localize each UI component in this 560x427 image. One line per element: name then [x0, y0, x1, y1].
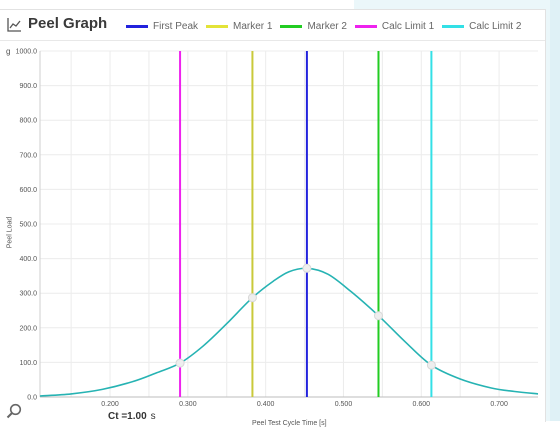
y-tick-label: 500.0 [19, 222, 37, 229]
marker-point-first-peak [302, 263, 312, 273]
y-tick-label: 900.0 [19, 83, 37, 90]
chart-legend: First Peak Marker 1 Marker 2 Calc Limit … [126, 19, 529, 33]
x-tick-label: 0.500 [335, 401, 353, 408]
marker-point-calc-limit-2 [426, 360, 436, 370]
page-title: Peel Graph [28, 15, 108, 32]
marker-point-calc-limit-1 [175, 358, 185, 368]
legend-label-first-peak: First Peak [153, 20, 199, 32]
y-tick-label: 0.0 [27, 395, 37, 402]
legend-label-calc-limit-2: Calc Limit 2 [469, 20, 522, 32]
y-tick-label: 800.0 [19, 118, 37, 125]
y-tick-label: 200.0 [19, 325, 37, 332]
legend-item-first-peak[interactable]: First Peak [126, 21, 198, 32]
peel-load-curve [39, 267, 539, 397]
chart-line-icon [7, 18, 21, 32]
y-tick-label: 100.0 [19, 360, 37, 367]
legend-item-calc-limit-1[interactable]: Calc Limit 1 [354, 20, 435, 32]
legend-label-marker-2: Marker 2 [307, 20, 347, 32]
y-tick-label: 600.0 [19, 187, 37, 194]
legend-swatch-calc-limit-1 [354, 24, 377, 28]
y-tick-label: 400.0 [19, 256, 37, 263]
y-tick-label: 300.0 [19, 291, 37, 298]
header-divider [0, 40, 545, 41]
y-unit-label: g [6, 47, 11, 56]
legend-label-marker-1: Marker 1 [233, 20, 273, 32]
marker-point-marker-1 [247, 293, 257, 303]
y-tick-label: 1000.0 [16, 49, 38, 56]
legend-swatch-marker-2 [280, 24, 303, 28]
legend-item-marker-1[interactable]: Marker 1 [206, 21, 272, 32]
marker-point-marker-2 [373, 311, 383, 321]
x-tick-label: 0.600 [413, 401, 431, 408]
legend-item-marker-2[interactable]: Marker 2 [280, 20, 347, 32]
y-tick-label: 700.0 [19, 152, 37, 159]
card-header: Peel Graph First Peak Marker 1 Marker 2 … [0, 10, 545, 40]
legend-swatch-calc-limit-2 [442, 24, 465, 28]
x-tick-label: 0.300 [179, 401, 197, 408]
peel-chart[interactable]: 0.0 100.0 200.0 300.0 400.0 500.0 600.0 700.0 80… [0, 10, 545, 422]
cycle-time-readout: Ct =1.00 s [108, 411, 156, 422]
x-tick-label: 0.700 [490, 401, 508, 408]
legend-swatch-first-peak [126, 24, 148, 28]
background-panel-edge [550, 0, 560, 421]
legend-swatch-marker-1 [206, 24, 229, 28]
legend-item-calc-limit-2[interactable]: Calc Limit 2 [442, 21, 521, 32]
legend-label-calc-limit-1: Calc Limit 1 [381, 20, 435, 32]
x-tick-label: 0.400 [257, 401, 275, 408]
peel-graph-card: Peel Graph First Peak Marker 1 Marker 2 … [0, 9, 546, 427]
magnifier-icon[interactable] [6, 403, 22, 419]
x-tick-label: 0.200 [101, 401, 119, 408]
x-axis-label: Peel Test Cycle Time [s] [252, 420, 327, 427]
cycle-time-unit: s [150, 411, 156, 422]
cycle-time-value: Ct =1.00 [108, 411, 147, 422]
